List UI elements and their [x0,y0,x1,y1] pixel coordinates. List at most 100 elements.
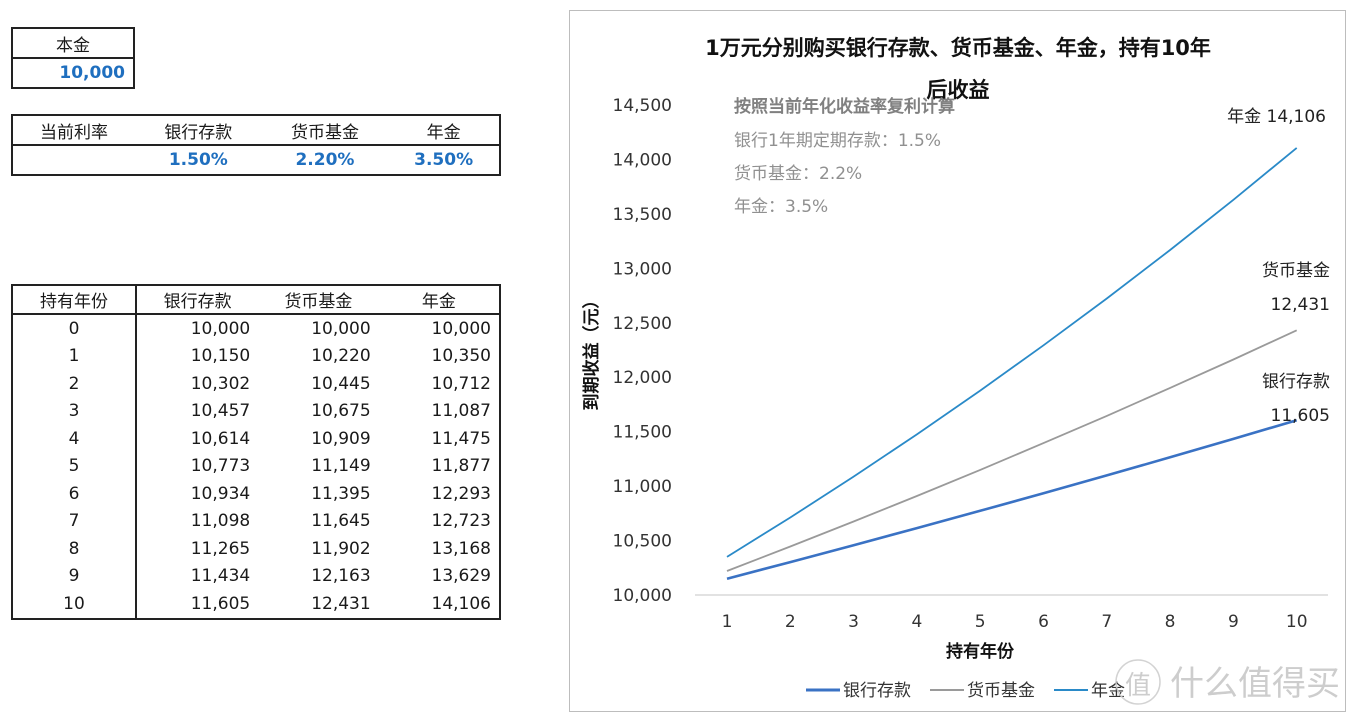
year-cell: 7 [12,507,137,535]
bank-value-cell: 11,434 [190,566,251,587]
annuity-value-cell: 11,087 [431,401,491,422]
y-tick-label: 12,000 [613,368,672,388]
rate-bank: 1.50% [168,150,228,170]
year-cell: 3 [12,397,137,425]
end-label-annuity: 年金 14,106 [1227,107,1326,127]
y-tick-label: 11,500 [613,423,672,443]
principal-value: 10,000 [59,63,125,83]
x-tick-label: 6 [1038,612,1049,632]
line-chart: 1万元分别购买银行存款、货币基金、年金，持有10年 后收益 按照当前年化收益率复… [581,36,1340,705]
fund-value-cell: 12,431 [311,593,371,614]
year-cell: 5 [12,452,137,480]
x-tick-label: 8 [1165,612,1176,632]
series-line-annuity [726,147,1298,558]
table-row: 7 11,098 11,645 12,723 [12,507,500,535]
annuity-value-cell: 10,350 [431,346,491,367]
x-tick-label: 3 [848,612,859,632]
series-line-bank [726,418,1298,580]
fund-value-cell: 10,909 [311,428,371,449]
y-tick-label: 11,000 [613,477,672,497]
rates-label: 当前利率 [12,115,135,146]
table-row: 2 10,302 10,445 10,712 [12,370,500,398]
rates-header-fund: 货币基金 [261,115,389,146]
legend: 银行存款 货币基金 年金 [806,681,1125,701]
watermark-glyph: 值 [1125,671,1151,701]
chart-note-bank: 银行1年期定期存款：1.5% [734,131,941,151]
x-tick-label: 2 [785,612,796,632]
rates-header-annuity: 年金 [388,115,500,146]
fund-value-cell: 10,220 [311,346,371,367]
y-tick-label: 10,000 [613,586,672,606]
y-tick-label: 14,000 [613,150,672,170]
chart-note-fund: 货币基金：2.2% [734,164,862,184]
bank-value-cell: 11,265 [190,538,251,559]
annuity-value-cell: 12,723 [431,511,491,532]
rates-header-bank: 银行存款 [135,115,262,146]
bank-value-cell: 10,000 [190,318,251,339]
end-label-fund-value: 12,431 [1271,295,1330,315]
x-tick-label: 1 [722,612,733,632]
legend-label-annuity: 年金 [1091,681,1125,701]
yearly-table-body: 0 10,000 10,000 10,000 1 10,150 10,220 10,350 2 1… [12,314,500,619]
annuity-value-cell: 11,877 [431,456,491,477]
y-tick-label: 14,500 [613,96,672,116]
end-label-bank-value: 11,605 [1271,406,1330,426]
table-row: 0 10,000 10,000 10,000 [12,314,500,343]
annuity-value-cell: 13,629 [431,566,491,587]
fund-value-cell: 10,445 [311,373,371,394]
rates-empty-cell [12,145,135,175]
series-lines [726,147,1298,580]
bank-value-cell: 10,150 [190,346,251,367]
x-tick-label: 5 [975,612,986,632]
annuity-value-cell: 12,293 [431,483,491,504]
year-cell: 1 [12,342,137,370]
table-row: 8 11,265 11,902 13,168 [12,535,500,563]
y-tick-label: 12,500 [613,314,672,334]
year-cell: 10 [12,590,137,619]
bank-value-cell: 10,457 [190,401,251,422]
watermark-circle-icon [1115,659,1161,705]
chart-note-heading: 按照当前年化收益率复利计算 [734,96,955,117]
principal-table: 本金 10,000 [11,27,135,89]
yearly-returns-table: 持有年份 银行存款 货币基金 年金 0 10,000 10,000 10,000 1 10… [11,284,501,620]
y-axis-ticks: 10,000 10,500 11,000 11,500 12,000 12,500 13,0… [613,96,672,606]
legend-label-fund: 货币基金 [967,681,1035,701]
header-annuity: 年金 [378,285,500,315]
year-cell: 6 [12,480,137,508]
x-tick-label: 9 [1228,612,1239,632]
annuity-value-cell: 10,000 [431,318,491,339]
x-tick-label: 4 [911,612,922,632]
bank-value-cell: 10,773 [190,456,251,477]
table-row: 1 10,150 10,220 10,350 [12,342,500,370]
chart-panel: 1万元分别购买银行存款、货币基金、年金，持有10年 后收益 按照当前年化收益率复… [569,10,1346,712]
watermark: 值 什么值得买 [1115,659,1340,705]
table-row: 3 10,457 10,675 11,087 [12,397,500,425]
rate-fund: 2.20% [295,150,355,170]
year-cell: 2 [12,370,137,398]
annuity-value-cell: 11,475 [431,428,491,449]
x-tick-label: 10 [1286,612,1308,632]
series-line-fund [726,329,1298,572]
header-fund: 货币基金 [258,285,379,315]
rates-table: 当前利率 银行存款 货币基金 年金 1.50% 2.20% 3.50% [11,114,501,176]
fund-value-cell: 11,645 [311,511,371,532]
annuity-value-cell: 10,712 [431,373,491,394]
year-cell: 9 [12,562,137,590]
principal-label: 本金 [12,28,134,59]
fund-value-cell: 11,149 [311,456,371,477]
y-tick-label: 13,000 [613,259,672,279]
header-years: 持有年份 [12,285,137,315]
rate-annuity: 3.50% [414,150,474,170]
bank-value-cell: 10,614 [190,428,251,449]
bank-value-cell: 11,605 [190,593,251,614]
chart-title-line-2: 后收益 [927,78,990,102]
bank-value-cell: 11,098 [190,511,251,532]
year-cell: 8 [12,535,137,563]
chart-title-line-1: 1万元分别购买银行存款、货币基金、年金，持有10年 [705,36,1211,60]
chart-note-annuity: 年金：3.5% [734,197,828,217]
table-row: 5 10,773 11,149 11,877 [12,452,500,480]
bank-value-cell: 10,302 [190,373,251,394]
year-cell: 0 [12,314,137,343]
legend-label-bank: 银行存款 [843,681,911,701]
fund-value-cell: 11,902 [311,538,371,559]
